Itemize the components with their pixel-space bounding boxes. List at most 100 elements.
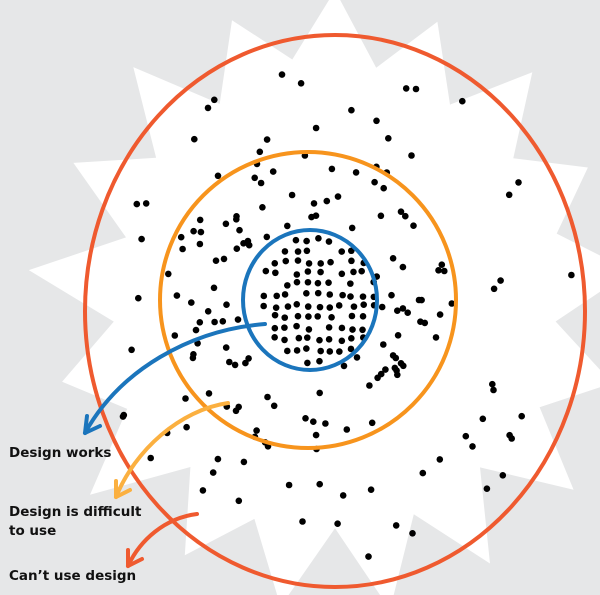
arrow-design-difficult xyxy=(114,401,230,499)
dot xyxy=(205,390,213,397)
dot xyxy=(271,260,279,267)
dot xyxy=(251,174,258,182)
dot xyxy=(360,301,368,308)
dot xyxy=(358,267,365,275)
dot xyxy=(284,303,292,310)
dot xyxy=(359,313,367,320)
dot xyxy=(270,402,278,410)
middle-ring-difficult xyxy=(158,150,458,450)
dot xyxy=(138,235,145,243)
dot xyxy=(392,522,400,529)
dot xyxy=(392,354,400,362)
dot xyxy=(222,344,230,351)
dot xyxy=(133,200,141,208)
dot xyxy=(325,279,332,286)
dot xyxy=(245,241,253,249)
dot xyxy=(317,260,325,267)
dot xyxy=(245,355,252,362)
dot xyxy=(328,313,335,321)
starburst-shape xyxy=(28,0,600,595)
dot xyxy=(260,292,268,300)
dot xyxy=(312,212,320,219)
dot xyxy=(314,279,322,287)
dot xyxy=(128,346,135,354)
dot xyxy=(336,348,343,355)
dot xyxy=(349,326,356,333)
dot xyxy=(348,106,355,114)
dot xyxy=(325,336,333,343)
dot xyxy=(231,361,239,369)
dot xyxy=(412,85,420,93)
outer-ring-cant-use xyxy=(83,33,587,589)
dot xyxy=(335,302,343,309)
dot xyxy=(293,301,301,308)
dot xyxy=(183,423,190,431)
dot xyxy=(305,313,312,320)
label-design-difficult: Design is difficult to use xyxy=(9,504,142,539)
dot xyxy=(340,362,348,370)
dot xyxy=(222,220,230,228)
dot xyxy=(316,389,324,397)
dot xyxy=(380,341,387,348)
dot xyxy=(293,278,301,286)
dot xyxy=(327,258,334,266)
dot xyxy=(212,257,220,265)
dot xyxy=(402,212,409,220)
dot xyxy=(441,267,448,275)
dot xyxy=(299,518,306,525)
dot xyxy=(294,257,302,264)
dot xyxy=(282,257,290,265)
dot xyxy=(432,334,440,341)
arrow-cant-use xyxy=(126,512,199,568)
dot xyxy=(459,97,466,105)
dot xyxy=(350,268,357,276)
dot xyxy=(293,271,301,278)
dot xyxy=(165,270,172,278)
dot xyxy=(382,366,389,373)
dot xyxy=(304,303,312,310)
dot xyxy=(278,71,286,78)
dot xyxy=(211,96,218,104)
dot xyxy=(325,324,333,331)
dot xyxy=(284,282,291,289)
dot xyxy=(436,311,444,318)
dot xyxy=(348,335,355,342)
dot xyxy=(196,240,204,248)
dot xyxy=(262,267,270,275)
dot xyxy=(305,260,313,267)
dot xyxy=(214,455,222,463)
dot xyxy=(197,228,205,236)
dot xyxy=(312,431,320,439)
dot xyxy=(259,204,266,211)
dot xyxy=(263,233,271,241)
dot xyxy=(315,235,322,242)
dot xyxy=(497,277,504,284)
dot xyxy=(339,492,347,499)
dot xyxy=(253,427,260,434)
dot xyxy=(303,247,311,255)
dot xyxy=(334,520,341,527)
dot xyxy=(177,233,185,241)
dot xyxy=(348,224,356,232)
dot xyxy=(499,472,507,479)
dot xyxy=(316,303,324,311)
dot xyxy=(304,359,311,367)
dot xyxy=(359,326,366,334)
dot xyxy=(399,263,407,271)
dot xyxy=(374,374,381,382)
dot xyxy=(348,257,355,265)
dot xyxy=(316,357,323,365)
dot xyxy=(281,248,289,255)
dot xyxy=(190,227,197,235)
dot xyxy=(303,345,310,352)
dot xyxy=(347,280,354,287)
dot xyxy=(293,347,301,354)
user-dots xyxy=(119,71,575,560)
dot xyxy=(302,415,309,422)
dot xyxy=(483,485,491,493)
dot xyxy=(394,307,401,315)
dot xyxy=(368,419,376,427)
dot xyxy=(304,268,312,275)
dot xyxy=(435,267,442,274)
dot xyxy=(263,136,271,143)
